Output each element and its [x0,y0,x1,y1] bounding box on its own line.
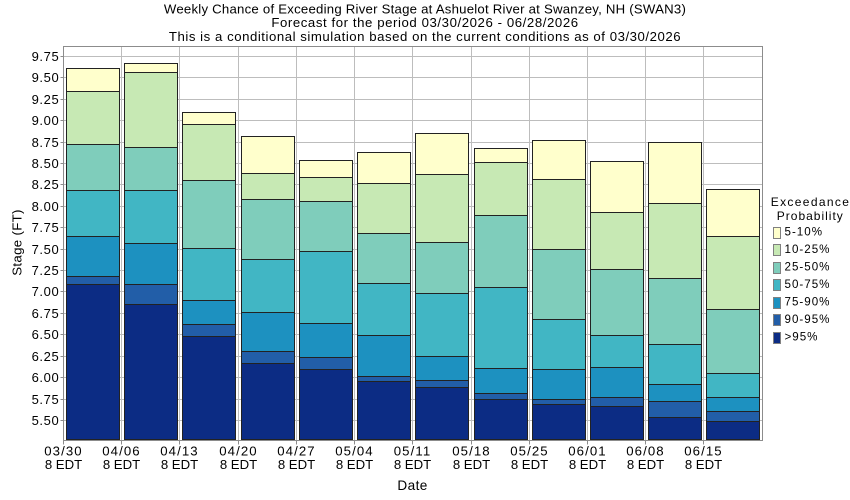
svg-text:6.50: 6.50 [32,327,60,342]
svg-text:04/20: 04/20 [219,444,258,459]
svg-text:10-25%: 10-25% [785,243,831,256]
svg-text:06/15: 06/15 [684,444,723,459]
svg-text:8.25: 8.25 [32,177,60,192]
svg-text:7.25: 7.25 [32,263,60,278]
svg-text:05/11: 05/11 [394,444,432,459]
svg-text:90-95%: 90-95% [785,313,831,326]
svg-text:6.25: 6.25 [32,349,60,364]
svg-text:5.50: 5.50 [32,413,60,428]
svg-text:05/18: 05/18 [452,444,491,459]
svg-text:7.00: 7.00 [32,284,60,299]
svg-text:Weekly Chance of Exceeding Riv: Weekly Chance of Exceeding River Stage a… [164,2,686,17]
svg-text:Stage (FT): Stage (FT) [10,209,25,276]
svg-text:04/06: 04/06 [102,444,141,459]
svg-text:8 EDT: 8 EDT [103,457,140,472]
svg-text:8 EDT: 8 EDT [45,457,82,472]
svg-text:Probability: Probability [777,209,844,223]
svg-text:8 EDT: 8 EDT [336,457,373,472]
svg-text:9.75: 9.75 [32,49,60,64]
svg-text:8 EDT: 8 EDT [220,457,257,472]
svg-text:75-90%: 75-90% [785,296,831,309]
svg-text:5.75: 5.75 [32,392,60,407]
svg-text:6.00: 6.00 [32,370,60,385]
svg-text:04/13: 04/13 [160,444,199,459]
svg-text:8 EDT: 8 EDT [453,457,490,472]
svg-text:8 EDT: 8 EDT [278,457,315,472]
svg-text:05/04: 05/04 [335,444,374,459]
svg-text:9.00: 9.00 [32,113,60,128]
svg-text:5-10%: 5-10% [785,226,824,239]
svg-text:Exceedance: Exceedance [771,195,850,209]
svg-text:8.00: 8.00 [32,199,60,214]
svg-text:03/30: 03/30 [44,444,83,459]
svg-text:8.75: 8.75 [32,135,60,150]
svg-text:8 EDT: 8 EDT [161,457,198,472]
svg-text:6.75: 6.75 [32,306,60,321]
svg-text:This is a conditional simulati: This is a conditional simulation based o… [169,29,681,44]
svg-text:8 EDT: 8 EDT [511,457,548,472]
svg-text:06/01: 06/01 [568,444,607,459]
svg-text:9.25: 9.25 [32,92,60,107]
svg-text:05/25: 05/25 [510,444,549,459]
svg-text:Forecast for the period 03/30/: Forecast for the period 03/30/2026 - 06/… [271,15,578,30]
svg-text:8 EDT: 8 EDT [627,457,664,472]
svg-text:50-75%: 50-75% [785,278,831,291]
svg-text:8 EDT: 8 EDT [394,457,431,472]
svg-text:8 EDT: 8 EDT [685,457,722,472]
svg-text:Date: Date [397,478,427,493]
svg-text:7.75: 7.75 [32,220,60,235]
svg-text:06/08: 06/08 [626,444,665,459]
svg-text:8.50: 8.50 [32,156,60,171]
svg-text:9.50: 9.50 [32,70,60,85]
svg-text:7.50: 7.50 [32,242,60,257]
svg-text:8 EDT: 8 EDT [569,457,606,472]
svg-text:>95%: >95% [785,331,819,344]
svg-text:25-50%: 25-50% [785,261,831,274]
svg-text:04/27: 04/27 [277,444,316,459]
